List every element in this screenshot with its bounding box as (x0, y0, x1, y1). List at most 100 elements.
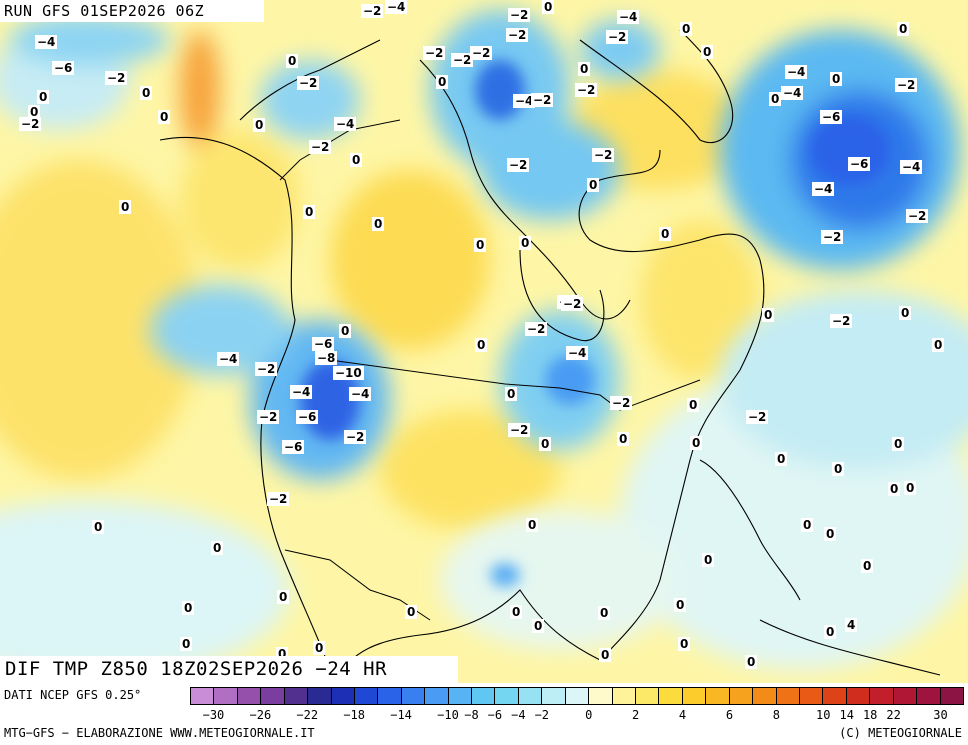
colorbar-tick-label: −22 (296, 708, 319, 722)
contour-label: 0 (158, 110, 171, 124)
run-title: RUN GFS 01SEP2026 06Z (0, 0, 264, 22)
colorbar-swatch (425, 688, 449, 704)
colorbar-tick-label: 6 (725, 708, 734, 722)
contour-label: 0 (92, 520, 105, 534)
colorbar-swatch (284, 688, 309, 704)
contour-label: −2 (606, 30, 629, 44)
contour-label: −4 (617, 10, 640, 24)
field-title: DIF TMP Z850 18Z02SEP2026 −24 HR (0, 656, 458, 683)
colorbar-swatch (495, 688, 519, 704)
contour-label: −2 (561, 297, 584, 311)
contour-label: −2 (470, 46, 493, 60)
contour-label: −2 (830, 314, 853, 328)
contour-label: 0 (180, 637, 193, 651)
land-coastline (159, 29, 941, 683)
contour-label: 0 (702, 553, 715, 567)
colorbar-swatch (448, 688, 473, 704)
contour-label: −2 (451, 53, 474, 67)
contour-label: −4 (566, 346, 589, 360)
colorbar-tick-label: 22 (886, 708, 901, 722)
colorbar-swatch (191, 688, 215, 704)
contour-label: −4 (900, 160, 923, 174)
contour-label: −2 (507, 158, 530, 172)
contour-label: 0 (474, 238, 487, 252)
colorbar-swatch (401, 688, 426, 704)
colorbar-tick-label: 0 (585, 708, 593, 722)
colorbar-swatch (799, 688, 824, 704)
credit-label: MTG−GFS − ELABORAZIONE WWW.METEOGIORNALE… (4, 726, 315, 740)
colorbar-swatch (331, 688, 355, 704)
contour-label: 0 (762, 308, 775, 322)
copyright-label: (C) METEOGIORNALE (839, 726, 962, 740)
colorbar-swatch (565, 688, 590, 704)
contour-label: 0 (617, 432, 630, 446)
colorbar-tick-label: −26 (249, 708, 272, 722)
colorbar-swatch (518, 688, 543, 704)
contour-label: −2 (610, 396, 633, 410)
contour-label: 0 (932, 338, 945, 352)
contour-label: −2 (525, 322, 548, 336)
colorbar-swatch (589, 688, 613, 704)
contour-label: −2 (255, 362, 278, 376)
contour-label: 0 (678, 637, 691, 651)
contour-label: 0 (690, 436, 703, 450)
contour-label: −4 (812, 182, 835, 196)
contour-label: 0 (897, 22, 910, 36)
contour-label: −10 (333, 366, 364, 380)
colorbar-swatch (940, 688, 963, 704)
contour-label: 0 (277, 590, 290, 604)
colorbar-swatch (308, 688, 332, 704)
contour-label: 0 (824, 625, 837, 639)
colorbar-tick-label: −10 (437, 708, 459, 722)
contour-label: −2 (267, 492, 290, 506)
contour-label: 0 (28, 105, 41, 119)
contour-label: −2 (508, 423, 531, 437)
contour-label: −2 (423, 46, 446, 60)
colorbar-swatch (846, 688, 871, 704)
contour-label: 0 (526, 518, 539, 532)
contour-label: 0 (701, 45, 714, 59)
colorbar-tick-label: −14 (390, 708, 412, 722)
colorbar-swatch (729, 688, 754, 704)
contour-label: 0 (830, 72, 843, 86)
contour-label: −6 (848, 157, 871, 171)
contour-label: 0 (475, 338, 488, 352)
contour-label: 0 (587, 178, 600, 192)
contour-label: 0 (532, 619, 545, 633)
contour-label: −6 (52, 61, 75, 75)
colorbar-swatch (214, 688, 238, 704)
contour-label: −2 (746, 410, 769, 424)
contour-label: 0 (832, 462, 845, 476)
contour-label: −2 (19, 117, 42, 131)
contour-label: 0 (769, 92, 782, 106)
contour-label: −4 (513, 94, 536, 108)
contour-label: 0 (339, 324, 352, 338)
contour-label: −2 (592, 148, 615, 162)
contour-label: 0 (861, 559, 874, 573)
colorbar-swatch (893, 688, 918, 704)
contour-label: 0 (505, 387, 518, 401)
contour-label: 0 (899, 306, 912, 320)
colorbar-tick-label: 8 (772, 708, 780, 722)
contour-label: 0 (286, 54, 299, 68)
contour-label: −2 (821, 230, 844, 244)
contour-label: 0 (542, 0, 555, 14)
contour-label: 0 (824, 527, 837, 541)
colorbar-tick-label: 2 (632, 708, 640, 722)
data-source-label: DATI NCEP GFS 0.25° (4, 688, 142, 702)
colorbar-swatch (612, 688, 637, 704)
colorbar-tick-label: 10 (816, 708, 831, 722)
contour-label: −2 (906, 209, 929, 223)
contour-label: 0 (372, 217, 385, 231)
contour-label: 0 (211, 541, 224, 555)
contour-label: 0 (539, 437, 552, 451)
colorbar-swatch (682, 688, 707, 704)
map-footer: DATI NCEP GFS 0.25° −30 −26 −22 −18 −14 −10 −8… (0, 683, 968, 745)
colorbar-swatch (378, 688, 402, 704)
contour-label: −2 (309, 140, 332, 154)
contour-label: 0 (745, 655, 758, 669)
contour-label: −6 (282, 440, 305, 454)
contour-label: −2 (508, 8, 531, 22)
contour-label: −2 (575, 83, 598, 97)
